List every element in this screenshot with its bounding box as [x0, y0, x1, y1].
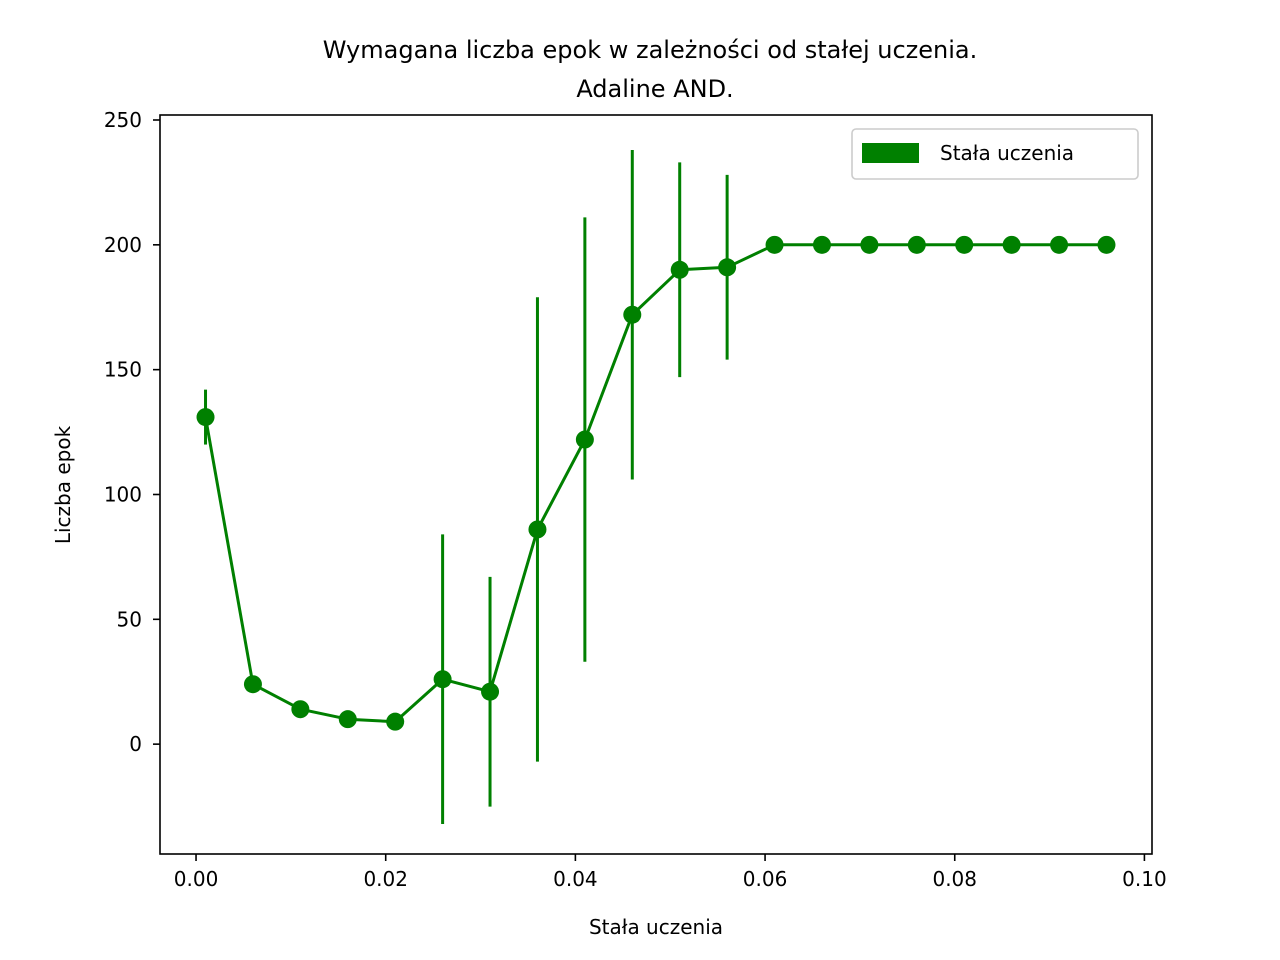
- data-point: [338, 710, 357, 729]
- data-point: [196, 408, 215, 427]
- x-axis-label: Stała uczenia: [589, 915, 723, 939]
- data-point: [765, 235, 784, 254]
- chart-title: Wymagana liczba epok w zależności od sta…: [323, 36, 978, 64]
- y-tick-label: 150: [104, 358, 142, 382]
- y-axis: 0 50 100 150 200 250: [104, 108, 160, 756]
- x-tick-label: 0.02: [363, 867, 408, 891]
- x-tick-label: 0.08: [932, 867, 977, 891]
- plot-area: [196, 149, 1116, 825]
- data-point: [907, 235, 926, 254]
- chart-subtitle: Adaline AND.: [576, 75, 733, 103]
- legend-box: [851, 128, 1139, 180]
- data-point: [718, 258, 737, 277]
- data-point: [860, 235, 879, 254]
- y-tick-label: 250: [104, 108, 142, 132]
- data-point: [575, 430, 594, 449]
- data-point: [386, 712, 405, 731]
- y-tick-label: 100: [104, 482, 142, 506]
- data-point: [481, 682, 500, 701]
- data-point: [670, 260, 689, 279]
- plot-frame: [159, 114, 1153, 855]
- data-point: [528, 520, 547, 539]
- legend-label: Stała uczenia: [940, 141, 1074, 165]
- y-tick-label: 200: [104, 233, 142, 257]
- y-axis-label: Liczba epok: [51, 425, 75, 544]
- x-axis: 0.00 0.02 0.04 0.06 0.08 0.10: [174, 854, 1167, 891]
- data-point: [812, 235, 831, 254]
- x-tick-label: 0.06: [743, 867, 788, 891]
- data-point: [1050, 235, 1069, 254]
- legend[interactable]: Stała uczenia: [851, 128, 1139, 180]
- data-point: [433, 670, 452, 689]
- x-tick-label: 0.10: [1122, 867, 1167, 891]
- data-point: [955, 235, 974, 254]
- data-point: [243, 675, 262, 694]
- x-tick-label: 0.00: [174, 867, 219, 891]
- data-point: [1002, 235, 1021, 254]
- y-tick-label: 0: [129, 732, 142, 756]
- x-tick-label: 0.04: [553, 867, 598, 891]
- legend-swatch: [862, 143, 919, 163]
- data-point: [1097, 235, 1116, 254]
- data-point: [291, 700, 310, 719]
- data-point: [623, 305, 642, 324]
- series-line: [204, 243, 1107, 724]
- y-tick-label: 50: [117, 607, 142, 631]
